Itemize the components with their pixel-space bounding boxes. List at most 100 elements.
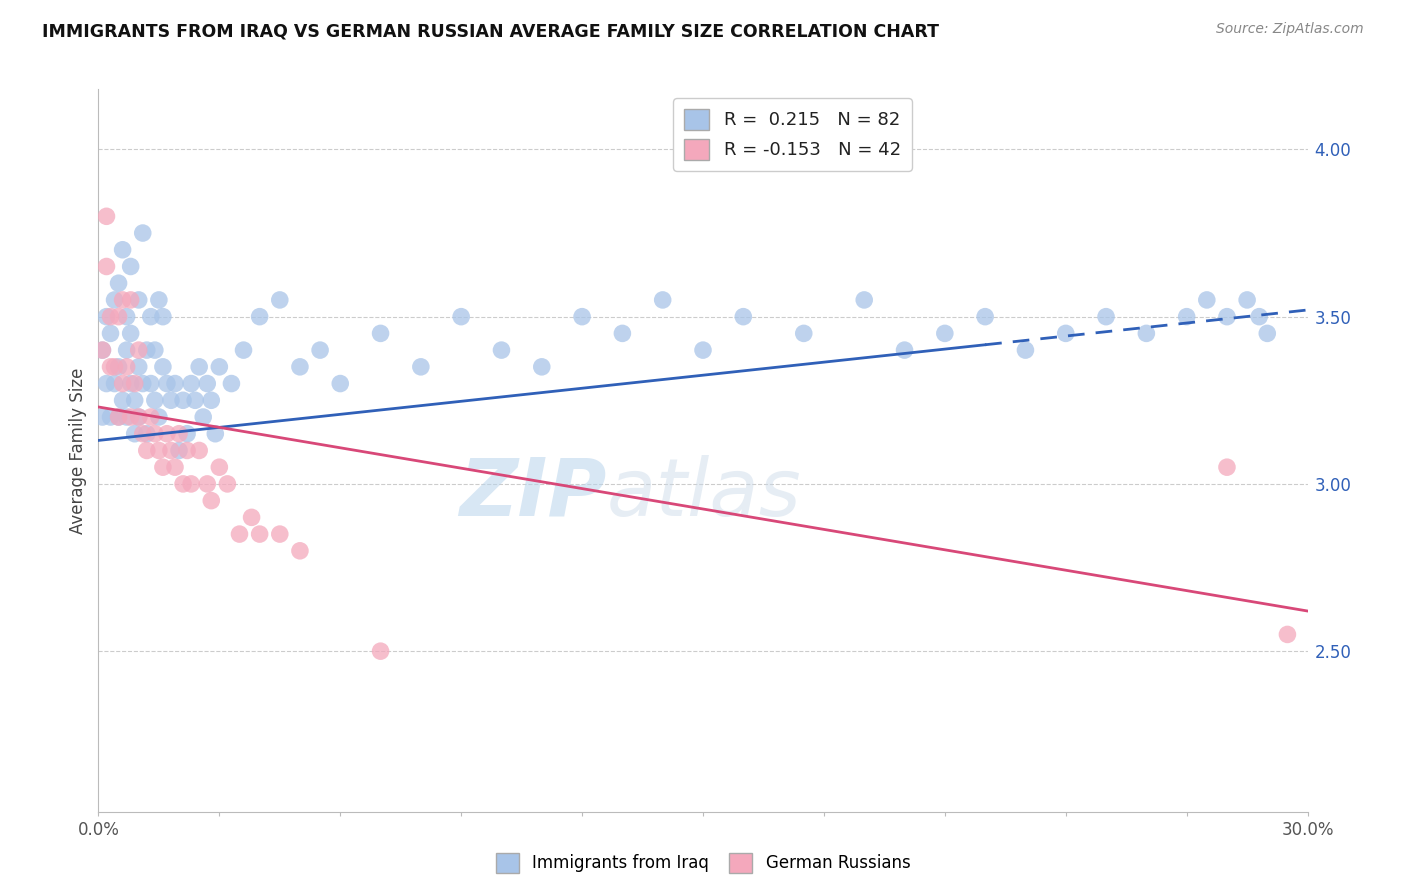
Point bbox=[249, 310, 271, 324]
Point bbox=[128, 359, 150, 374]
Point bbox=[172, 476, 194, 491]
Point bbox=[793, 326, 815, 341]
Point bbox=[195, 376, 218, 391]
Point bbox=[115, 409, 138, 424]
Point bbox=[1256, 326, 1278, 341]
Point bbox=[111, 243, 134, 257]
Point bbox=[139, 409, 162, 424]
Point bbox=[135, 343, 157, 357]
Point bbox=[139, 310, 162, 324]
Point bbox=[148, 409, 170, 424]
Point bbox=[409, 359, 432, 374]
Point bbox=[135, 426, 157, 441]
Point bbox=[188, 359, 211, 374]
Point bbox=[143, 393, 166, 408]
Point bbox=[107, 409, 129, 424]
Point bbox=[1014, 343, 1036, 357]
Point bbox=[1277, 627, 1299, 641]
Point bbox=[188, 443, 211, 458]
Point bbox=[221, 376, 243, 391]
Point bbox=[107, 359, 129, 374]
Point bbox=[124, 393, 146, 408]
Point bbox=[96, 209, 118, 223]
Point bbox=[200, 393, 222, 408]
Point bbox=[163, 376, 186, 391]
Point bbox=[329, 376, 352, 391]
Point bbox=[172, 393, 194, 408]
Point bbox=[120, 293, 142, 307]
Point bbox=[152, 460, 174, 475]
Text: Source: ZipAtlas.com: Source: ZipAtlas.com bbox=[1216, 22, 1364, 37]
Point bbox=[160, 393, 183, 408]
Point bbox=[491, 343, 513, 357]
Point bbox=[530, 359, 553, 374]
Point bbox=[103, 293, 125, 307]
Point bbox=[156, 426, 179, 441]
Point bbox=[128, 293, 150, 307]
Point bbox=[120, 326, 142, 341]
Point bbox=[184, 393, 207, 408]
Point bbox=[208, 359, 231, 374]
Point bbox=[204, 426, 226, 441]
Point bbox=[111, 293, 134, 307]
Point bbox=[167, 443, 190, 458]
Point bbox=[124, 426, 146, 441]
Point bbox=[115, 343, 138, 357]
Point bbox=[309, 343, 332, 357]
Point bbox=[193, 409, 215, 424]
Point bbox=[100, 359, 122, 374]
Point bbox=[612, 326, 634, 341]
Point bbox=[1195, 293, 1218, 307]
Y-axis label: Average Family Size: Average Family Size bbox=[69, 368, 87, 533]
Point bbox=[450, 310, 472, 324]
Point bbox=[107, 409, 129, 424]
Point bbox=[156, 376, 179, 391]
Point bbox=[135, 443, 157, 458]
Point bbox=[240, 510, 263, 524]
Point bbox=[288, 543, 311, 558]
Point bbox=[91, 409, 114, 424]
Point bbox=[132, 376, 155, 391]
Point bbox=[208, 460, 231, 475]
Point bbox=[217, 476, 239, 491]
Point bbox=[96, 376, 118, 391]
Point bbox=[100, 326, 122, 341]
Point bbox=[91, 343, 114, 357]
Point bbox=[269, 527, 291, 541]
Point bbox=[1216, 310, 1239, 324]
Point bbox=[692, 343, 714, 357]
Point bbox=[120, 376, 142, 391]
Point bbox=[115, 310, 138, 324]
Point bbox=[107, 276, 129, 290]
Point bbox=[100, 409, 122, 424]
Text: IMMIGRANTS FROM IRAQ VS GERMAN RUSSIAN AVERAGE FAMILY SIZE CORRELATION CHART: IMMIGRANTS FROM IRAQ VS GERMAN RUSSIAN A… bbox=[42, 22, 939, 40]
Point bbox=[139, 376, 162, 391]
Point bbox=[1054, 326, 1077, 341]
Point bbox=[232, 343, 254, 357]
Point bbox=[176, 426, 198, 441]
Point bbox=[163, 460, 186, 475]
Text: ZIP: ZIP bbox=[458, 455, 606, 533]
Point bbox=[96, 260, 118, 274]
Point bbox=[288, 359, 311, 374]
Point bbox=[148, 293, 170, 307]
Point bbox=[103, 359, 125, 374]
Point bbox=[132, 426, 155, 441]
Point bbox=[934, 326, 956, 341]
Point bbox=[269, 293, 291, 307]
Point bbox=[1236, 293, 1258, 307]
Point bbox=[733, 310, 755, 324]
Point bbox=[180, 476, 202, 491]
Point bbox=[103, 376, 125, 391]
Point bbox=[228, 527, 250, 541]
Point bbox=[128, 409, 150, 424]
Point bbox=[180, 376, 202, 391]
Legend: R =  0.215   N = 82, R = -0.153   N = 42: R = 0.215 N = 82, R = -0.153 N = 42 bbox=[673, 98, 911, 170]
Point bbox=[1135, 326, 1157, 341]
Point bbox=[1216, 460, 1239, 475]
Point bbox=[111, 376, 134, 391]
Point bbox=[1175, 310, 1198, 324]
Point bbox=[120, 260, 142, 274]
Point bbox=[1249, 310, 1271, 324]
Point bbox=[853, 293, 876, 307]
